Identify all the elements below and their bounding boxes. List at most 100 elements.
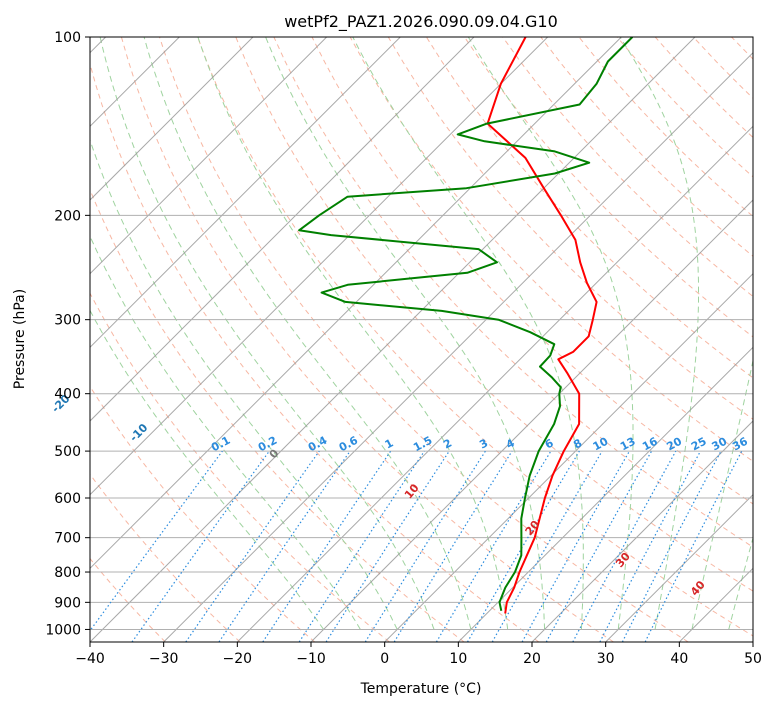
- x-tick-label: −30: [149, 651, 179, 667]
- x-tick-label: 30: [597, 651, 615, 667]
- moist-adiabat-line: [90, 309, 324, 630]
- mixing-ratio-line: [393, 450, 513, 642]
- mixing-ratio-line: [572, 450, 677, 642]
- mixing-ratio-line: [90, 450, 223, 632]
- y-tick-label: 900: [54, 595, 81, 611]
- mixing-ratio-label: 30: [710, 435, 730, 454]
- dry-adiabat-line: [425, 37, 753, 379]
- moist-adiabat-line: [619, 37, 699, 630]
- x-tick-label: −10: [296, 651, 326, 667]
- mixing-ratio-label: 13: [618, 435, 638, 454]
- x-tick-label: 0: [380, 651, 389, 667]
- y-axis-label: Pressure (hPa): [12, 289, 28, 389]
- isotherm-line: [457, 346, 753, 642]
- dry-adiabat-line: [464, 37, 753, 338]
- y-tick-label: 800: [54, 565, 81, 581]
- dry-adiabat-line: [692, 37, 753, 99]
- y-tick-label: 100: [54, 30, 81, 46]
- moist-adiabat-line: [90, 235, 361, 630]
- dry-adiabat-line: [770, 37, 775, 642]
- moist-adiabat-label: 40: [688, 578, 708, 598]
- y-tick-label: 600: [54, 491, 81, 507]
- dry-adiabat-line: [654, 37, 753, 139]
- mixing-ratio-line: [435, 450, 552, 642]
- mixing-ratio-line: [131, 450, 270, 642]
- isotherm-line: [90, 37, 328, 275]
- dry-adiabat-line: [90, 292, 390, 642]
- mixing-ratio-line: [325, 450, 450, 642]
- dry-adiabat-line: [90, 62, 540, 642]
- dry-adiabat-line: [311, 37, 753, 505]
- dry-adiabat-line: [235, 37, 753, 592]
- dry-adiabat-line: [273, 37, 753, 548]
- dry-adiabat-line: [578, 37, 753, 218]
- plot-frame: [89, 36, 754, 643]
- y-tick-label: 500: [54, 444, 81, 460]
- mixing-ratio-label: 25: [689, 435, 709, 454]
- temperature-profile-line: [486, 37, 598, 614]
- mixing-ratio-line: [621, 450, 722, 642]
- mixing-ratio-label: 36: [730, 435, 750, 454]
- mixing-ratio-line: [599, 450, 702, 642]
- background-lines: [90, 37, 775, 642]
- mixing-ratio-label: 2: [441, 436, 454, 451]
- isotherm-line: [531, 420, 753, 642]
- y-tick-label: 700: [54, 531, 81, 547]
- mixing-ratio-line: [545, 450, 653, 642]
- dewpoint-profile-line: [298, 37, 634, 612]
- mixing-ratio-label: 10: [591, 435, 611, 454]
- dry-adiabat-line: [387, 37, 753, 420]
- mixing-ratio-label: 6: [543, 436, 556, 451]
- chart-title: wetPf2_PAZ1.2026.090.09.04.G10: [284, 12, 558, 32]
- isotherm-line: [90, 37, 475, 422]
- isotherm-line: [163, 51, 753, 642]
- mixing-ratio-line: [364, 450, 486, 642]
- dry-adiabat-line: [90, 557, 166, 642]
- moist-adiabat-line: [265, 37, 546, 630]
- mixing-ratio-label: 16: [640, 435, 660, 454]
- moist-adiabat-label: 0: [267, 447, 282, 461]
- isotherm-line: [90, 37, 401, 349]
- y-tick-label: 200: [54, 208, 81, 224]
- axis-ticks: −40 −30 −20 −10 0 10 20 30 40 5010020030040050060…: [45, 30, 762, 667]
- moist-adiabat-line: [728, 536, 753, 630]
- isotherm-line: [90, 37, 254, 201]
- moist-adiabat-line: [197, 37, 509, 630]
- y-tick-label: 400: [54, 387, 81, 403]
- x-tick-label: 50: [744, 651, 762, 667]
- mixing-ratio-label: 3: [477, 436, 490, 451]
- isotherm-line: [90, 37, 696, 642]
- moist-adiabat-line: [691, 358, 753, 630]
- dry-adiabat-line: [120, 37, 614, 642]
- isotherm-line: [678, 567, 753, 642]
- moist-adiabat-label: 30: [613, 550, 633, 570]
- x-tick-label: 20: [523, 651, 541, 667]
- dry-adiabat-line: [90, 473, 241, 642]
- dry-adiabat-line: [349, 37, 753, 462]
- sounding-lines: [298, 37, 634, 614]
- x-tick-label: 40: [670, 651, 688, 667]
- dry-adiabat-line: [90, 188, 465, 642]
- y-tick-label: 1000: [45, 622, 81, 638]
- isotherm-line: [605, 493, 753, 642]
- y-tick-label: 300: [54, 313, 81, 329]
- isotherm-line: [752, 641, 753, 642]
- isotherm-line: [90, 37, 549, 496]
- dry-adiabat-label: -10: [127, 421, 150, 444]
- moist-adiabat-line: [467, 37, 634, 630]
- mixing-ratio-line: [644, 450, 743, 642]
- x-tick-label: −40: [75, 651, 105, 667]
- mixing-ratio-line: [298, 450, 425, 642]
- mixing-ratio-line: [185, 450, 320, 642]
- mixing-ratio-line: [218, 450, 351, 642]
- mixing-ratio-line: [521, 450, 631, 642]
- x-axis-label: Temperature (°C): [360, 681, 482, 697]
- x-tick-label: 10: [449, 651, 467, 667]
- isotherm-line: [236, 125, 753, 642]
- moist-adiabat-line: [352, 37, 584, 630]
- mixing-ratio-line: [262, 450, 392, 642]
- mixing-ratio-label: 20: [664, 435, 684, 454]
- isotherm-line: [384, 272, 753, 642]
